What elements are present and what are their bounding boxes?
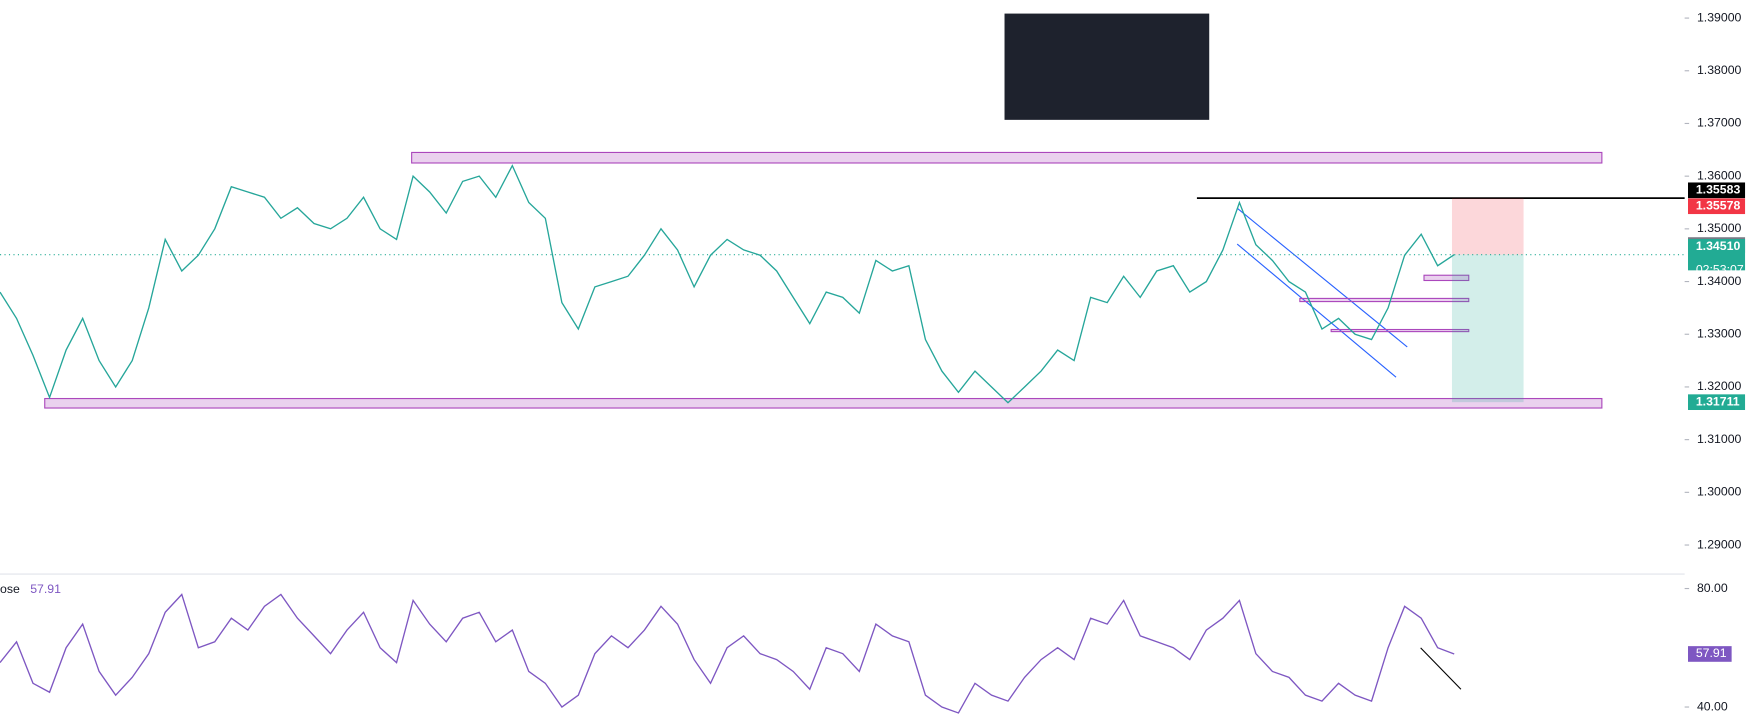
zone <box>1299 297 1470 303</box>
price-label: 1.34510 <box>1696 239 1741 253</box>
channel-line <box>1236 243 1397 378</box>
channel-line <box>1236 207 1408 348</box>
rsi-label-box <box>1688 646 1732 662</box>
y-tick-label: 1.38000 <box>1697 63 1742 77</box>
y-tick-label: 1.36000 <box>1697 168 1742 182</box>
price-label: 1.35583 <box>1696 183 1741 197</box>
zone <box>411 151 1603 164</box>
zone <box>1423 274 1470 282</box>
thumbnail <box>1004 13 1210 120</box>
price-label: 1.31711 <box>1696 394 1740 408</box>
y-tick-label: 1.32000 <box>1697 379 1742 393</box>
zone <box>44 397 1603 409</box>
price-label-box <box>1688 182 1746 199</box>
price-line <box>0 593 1455 714</box>
price-label-box <box>1688 394 1746 411</box>
y-tick-label: 1.35000 <box>1697 221 1742 235</box>
stop-zone <box>1451 198 1524 255</box>
rsi-label: 57.91 <box>1696 646 1727 660</box>
trend-line <box>1420 647 1462 690</box>
target-zone <box>1451 254 1524 403</box>
countdown: 02:53:07 <box>1696 263 1744 277</box>
y-tick-label: 1.39000 <box>1697 10 1742 24</box>
y-tick-label: 1.37000 <box>1697 116 1742 130</box>
legend-label: ose <box>0 582 20 596</box>
zone <box>1330 328 1470 333</box>
price-line <box>0 164 1455 404</box>
price-label-box <box>1688 239 1746 271</box>
y-tick-label: 80.00 <box>1697 581 1728 595</box>
price-label: 1.35578 <box>1696 198 1741 212</box>
y-tick-label: 1.30000 <box>1697 485 1742 499</box>
y-tick-label: 1.31000 <box>1697 432 1742 446</box>
y-tick-label: 1.29000 <box>1697 537 1742 551</box>
y-tick-label: 40.00 <box>1697 699 1728 713</box>
y-tick-label: 1.33000 <box>1697 326 1742 340</box>
price-label-box <box>1688 198 1746 215</box>
legend-value: 57.91 <box>30 582 61 596</box>
y-tick-label: 1.34000 <box>1697 274 1742 288</box>
